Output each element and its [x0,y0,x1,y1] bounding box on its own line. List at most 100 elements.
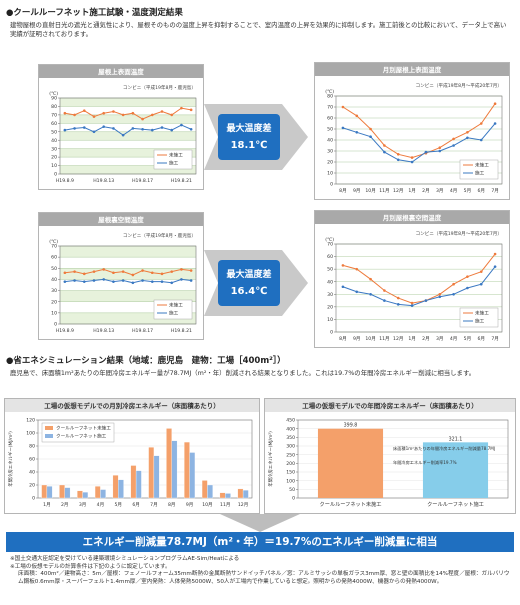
bar [82,492,89,499]
bar [153,455,160,499]
series-line [342,253,496,304]
data-point [121,279,125,282]
x-tick-label: H19.8.13 [93,328,114,334]
data-point [438,146,442,149]
data-point [102,111,106,115]
value-label: 399.8 [344,423,358,429]
bar [46,486,53,499]
y-tick-label: 450 [286,418,295,424]
arrow-shape [220,514,300,532]
data-point [341,264,345,267]
data-point [383,150,386,154]
y-tick-label: 70 [51,112,57,118]
series-line [64,124,192,136]
comparison-arrow: 最大温度差 18.1℃ [204,104,308,170]
comparison-label: 最大温度差 [226,122,271,134]
data-point [141,127,144,131]
y-tick-label: 40 [327,138,333,144]
summary-banner: エネルギー削減量78.7MJ（m²・年）＝19.7%のエネルギー削減量に相当 [6,532,514,552]
series-line [64,268,192,276]
bar [171,440,178,499]
data-point [355,114,359,118]
x-tick-label: 9月 [353,188,361,194]
x-tick-label: H19.8.17 [132,328,153,334]
legend-label: 施工 [169,310,179,317]
bar [317,428,384,498]
y-tick-label: 0 [54,172,57,178]
grid-band [60,98,196,107]
data-point [180,106,183,110]
y-axis-label: (℃) [49,239,58,245]
x-tick-label: 9月 [186,502,194,508]
x-tick-label: 12月 [393,188,403,194]
y-tick-label: 10 [327,317,333,323]
y-tick-label: 60 [51,255,57,261]
data-point [424,299,428,302]
x-tick-label: 2月 [61,502,69,508]
data-point [180,278,183,281]
legend-label: 未施工 [169,302,183,309]
series-line [64,107,192,120]
x-tick-label: 6月 [477,336,485,342]
data-point [466,136,469,140]
y-tick-label: 0 [54,322,57,328]
y-tick-label: 20 [51,155,57,161]
data-point [341,285,345,289]
data-point [92,130,96,134]
plot-frame [59,245,197,325]
data-point [73,279,76,282]
comparison-value: 18.1℃ [231,140,268,151]
x-tick-label: 4月 [97,502,105,508]
y-tick-label: 30 [327,292,333,298]
data-point [396,303,400,306]
bar [201,480,208,499]
bar [422,442,489,498]
data-point [466,131,469,134]
legend-box [41,422,115,443]
bar [77,490,83,499]
chart-subtitle: コンビニ（平成19年8月・鹿児島） [123,232,196,239]
y-tick-label: 70 [51,244,57,250]
grid-band [60,246,196,258]
bar [237,488,244,499]
section-heading: ●省エネシミュレーション結果（地域：鹿児島 建物：工場［400m²］） [6,356,286,366]
data-point [102,125,106,129]
data-point [92,115,96,118]
data-point [189,279,193,282]
note: ※工場の仮想モデルの計算条件は下記のように設定しています。 [10,563,171,570]
bar [219,492,226,499]
plot-frame [335,95,503,185]
x-tick-label: 12月 [238,502,248,508]
y-tick-label: 80 [327,94,333,100]
data-point [112,280,115,283]
legend-label: 施工 [475,318,485,325]
data-point [383,289,386,292]
data-point [452,137,455,141]
y-tick-label: 70 [327,105,333,111]
y-tick-label: 80 [29,444,35,450]
data-point [112,271,115,275]
y-tick-label: 20 [29,483,35,489]
data-point [396,296,400,300]
data-point [63,271,67,275]
data-point [369,277,372,281]
bar [41,484,48,499]
y-tick-label: 40 [29,470,35,476]
data-point [452,144,455,147]
comparison-label: 最大温度差 [226,268,271,280]
data-point [82,280,86,283]
data-point [396,158,400,162]
data-point [121,113,125,117]
y-tick-label: 200 [286,461,295,467]
notes: ※国土交通大臣認定を受けている建築環境シミュレーションプログラムAE-Sim/H… [10,556,514,586]
title-band [315,63,509,76]
y-tick-label: 60 [327,254,333,260]
section-text: 建物屋根の直射日光の遮光と通気性により、屋根そのものの温度上昇を抑制することで、… [10,21,507,38]
bar [94,486,101,499]
down-arrow [220,514,300,532]
data-point [369,135,372,138]
data-point [131,281,135,285]
comparison-arrow: 最大温度差 16.4℃ [204,250,308,316]
